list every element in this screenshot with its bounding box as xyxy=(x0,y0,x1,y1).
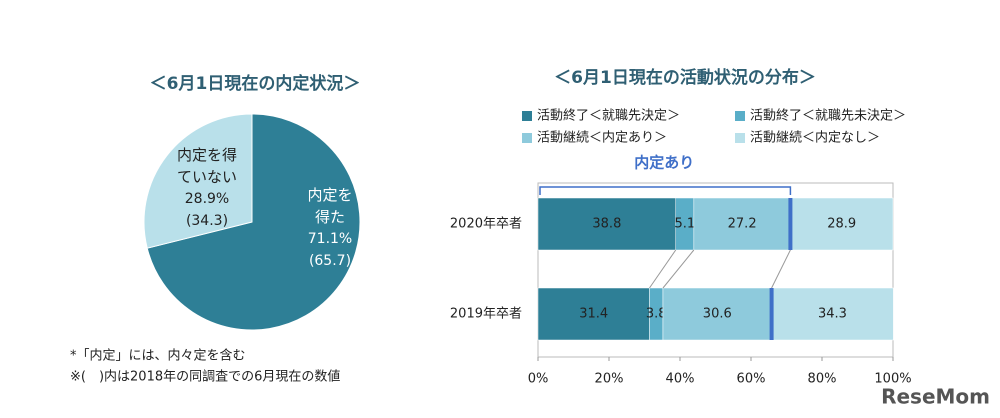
bar-segment xyxy=(790,197,894,251)
bar-value: 5.1 xyxy=(674,217,695,232)
bar-segment xyxy=(771,287,894,341)
bar-value: 31.4 xyxy=(579,307,608,322)
bar-segment xyxy=(537,197,676,251)
x-tick-label: 80% xyxy=(808,372,837,387)
x-tick-label: 40% xyxy=(666,372,695,387)
slice-value: 28.9% xyxy=(184,191,230,207)
legend-swatch xyxy=(735,111,745,121)
legend-label: 活動継続＜内定あり＞ xyxy=(537,130,667,146)
note: ※( )内は2018年の同調査での6月現在の数値 xyxy=(70,369,340,385)
bar-value: 3.8 xyxy=(646,307,667,322)
pie-label-box: 内定を得ていない 28.9% (34.3) xyxy=(162,128,252,248)
bar-value: 38.8 xyxy=(592,217,621,232)
bar-value: 27.2 xyxy=(728,217,757,232)
pie-label: 内定を得た 71.1% (65.7) xyxy=(292,168,368,288)
slice-name: 内定を得た xyxy=(307,186,353,226)
bar-segment xyxy=(662,287,772,341)
slice-value: 71.1% xyxy=(307,231,353,247)
pie-label: 内定を得ていない 28.9% (34.3) xyxy=(162,128,252,248)
y-tick-label: 2020年卒者 xyxy=(450,217,522,232)
pie-slice xyxy=(146,113,361,331)
annotation-bracket xyxy=(539,186,792,195)
bar-value: 30.6 xyxy=(703,307,732,322)
bar-segment xyxy=(537,287,650,341)
annotation: 内定あり xyxy=(634,154,694,172)
connector xyxy=(771,249,791,289)
bar-value: 28.9 xyxy=(827,217,856,232)
legend-label: 活動終了＜就職先決定＞ xyxy=(537,108,680,124)
x-tick-label: 0% xyxy=(528,372,549,387)
note: *「内定」には、内々定を含む xyxy=(70,348,246,364)
watermark: ReseMom xyxy=(881,385,990,409)
y-tick-label: 2019年卒者 xyxy=(450,307,522,322)
legend-swatch xyxy=(735,133,745,143)
legend-swatch xyxy=(522,133,532,143)
bar-value: 34.3 xyxy=(818,307,847,322)
plot-frame xyxy=(537,182,894,358)
pie-label-box: 内定を得た 71.1% (65.7) xyxy=(292,168,368,288)
x-tick-label: 60% xyxy=(737,372,766,387)
slice-prev-value: (65.7) xyxy=(308,253,352,269)
pie-slice xyxy=(143,113,253,249)
x-tick-label: 20% xyxy=(595,372,624,387)
connector xyxy=(649,249,677,289)
x-tick-label: 100% xyxy=(874,372,911,387)
slice-prev-value: (34.3) xyxy=(185,213,229,229)
slice-name: 内定を得ていない xyxy=(176,146,237,186)
legend-swatch xyxy=(522,111,532,121)
connector xyxy=(662,249,695,289)
bar-title: ＜6月1日現在の活動状況の分布＞ xyxy=(554,67,816,88)
pie-title: ＜6月1日現在の内定状況＞ xyxy=(150,73,361,94)
legend-label: 活動終了＜就職先未決定＞ xyxy=(750,108,906,124)
legend-label: 活動継続＜内定なし＞ xyxy=(750,130,880,146)
